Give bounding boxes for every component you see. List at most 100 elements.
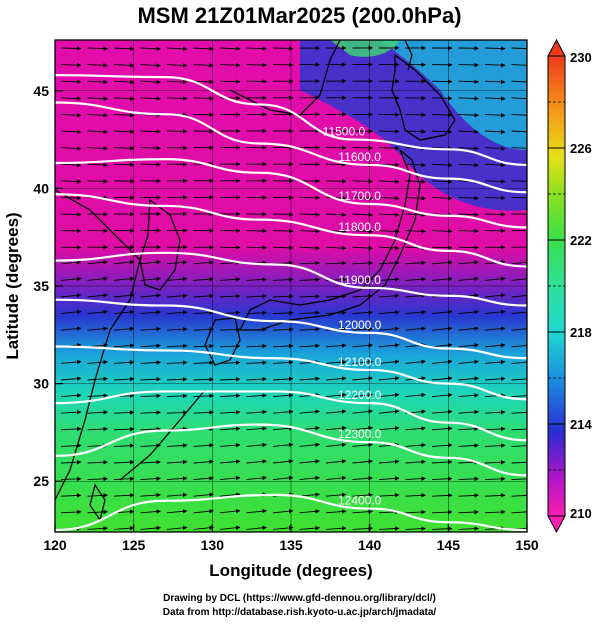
- wind-arrow: [484, 79, 506, 85]
- wind-arrow: [325, 392, 347, 398]
- wind-arrow: [458, 260, 479, 265]
- wind-arrow: [193, 443, 214, 448]
- map-title: MSM 21Z01Mar2025 (200.0hPa): [137, 3, 462, 28]
- wind-arrow: [219, 442, 241, 448]
- wind-arrow: [378, 245, 400, 251]
- wind-arrow: [405, 309, 426, 315]
- wind-arrow: [484, 343, 506, 348]
- wind-arrow: [166, 443, 188, 448]
- wind-arrow: [166, 459, 188, 465]
- wind-arrow: [219, 293, 241, 299]
- wind-arrow: [325, 459, 347, 464]
- wind-arrow: [484, 426, 506, 432]
- wind-arrow: [458, 409, 479, 415]
- wind-arrow: [193, 310, 214, 315]
- wind-arrow: [458, 228, 479, 234]
- wind-arrow: [272, 245, 294, 251]
- coastline-ryukyu: [119, 389, 206, 481]
- wind-arrow: [511, 494, 527, 497]
- wind-arrow: [458, 342, 479, 348]
- wind-arrow: [431, 459, 453, 465]
- wind-arrow: [484, 46, 506, 51]
- wind-arrow: [378, 526, 400, 531]
- wind-arrow: [113, 443, 135, 448]
- contour-label-11600: 11600.0: [338, 150, 381, 164]
- wind-arrow: [219, 79, 241, 84]
- wind-arrow: [60, 309, 82, 315]
- wind-arrow: [193, 475, 214, 481]
- wind-arrow: [325, 376, 347, 381]
- wind-arrow: [484, 376, 506, 381]
- wind-arrow: [458, 146, 479, 151]
- wind-arrow: [511, 261, 527, 265]
- coastline-continent-north: [229, 40, 341, 116]
- wind-arrow: [87, 460, 108, 465]
- colorbar-label: 230: [570, 50, 592, 65]
- wind-arrow: [299, 294, 320, 299]
- contour-11700: [55, 157, 527, 229]
- wind-arrow: [299, 260, 320, 266]
- wind-arrow: [511, 345, 527, 348]
- wind-arrow: [458, 376, 479, 381]
- wind-arrow: [405, 229, 426, 234]
- x-tick-label: 150: [515, 537, 539, 553]
- wind-arrow: [140, 276, 161, 282]
- colorbar-label: 210: [570, 506, 592, 521]
- wind-arrow: [219, 475, 241, 481]
- wind-arrow: [113, 259, 135, 265]
- wind-arrow: [60, 476, 82, 482]
- wind-arrow: [272, 508, 294, 514]
- wind-arrow: [60, 493, 82, 498]
- wind-arrow: [378, 459, 400, 464]
- wind-arrow: [352, 260, 373, 266]
- wind-arrow: [511, 428, 527, 431]
- wind-arrow: [458, 62, 479, 68]
- wind-arrow: [378, 196, 400, 201]
- wind-arrow: [405, 293, 426, 298]
- wind-arrow: [405, 476, 426, 481]
- wind-arrow: [458, 426, 479, 432]
- wind-arrow: [431, 509, 453, 515]
- wind-arrow: [378, 162, 400, 168]
- contour-11500: [55, 74, 527, 167]
- wind-arrow: [246, 360, 267, 365]
- x-tick-label: 125: [122, 537, 146, 553]
- wind-arrow: [219, 508, 241, 514]
- wind-arrow: [60, 179, 82, 184]
- wind-arrow: [352, 442, 373, 448]
- wind-arrow: [378, 425, 400, 431]
- wind-arrow: [378, 392, 400, 398]
- wind-arrow: [60, 326, 82, 331]
- wind-arrow: [405, 392, 426, 398]
- wind-arrow: [87, 162, 108, 168]
- wind-arrow: [87, 293, 108, 298]
- x-tick-label: 145: [437, 537, 461, 553]
- wind-arrow: [140, 293, 161, 298]
- wind-arrow: [325, 425, 347, 431]
- wind-arrow: [325, 179, 347, 184]
- y-tick-label: 35: [33, 278, 49, 294]
- wind-arrow: [113, 343, 135, 348]
- wind-arrow: [140, 426, 161, 432]
- wind-arrow: [193, 293, 214, 299]
- wind-arrow: [87, 376, 108, 382]
- wind-arrow: [325, 359, 347, 365]
- wind-arrow: [511, 511, 527, 514]
- wind-arrow: [87, 179, 108, 184]
- wind-arrow: [140, 410, 161, 415]
- coastline-hokkaido: [391, 53, 456, 141]
- wind-arrow: [140, 376, 161, 382]
- height-contours: 11500.0 11600.0 11700.0 11800.0 11900.0 12000…: [55, 74, 527, 532]
- wind-arrow: [166, 129, 188, 134]
- wind-arrow: [299, 525, 320, 531]
- wind-arrow: [431, 276, 453, 282]
- wind-arrow: [511, 361, 527, 364]
- wind-arrow: [113, 376, 135, 382]
- wind-arrow: [352, 376, 373, 381]
- wind-arrow: [166, 326, 188, 332]
- wind-arrow: [193, 96, 214, 101]
- wind-arrow: [166, 360, 188, 365]
- wind-arrow: [352, 392, 373, 398]
- wind-arrow: [431, 443, 453, 448]
